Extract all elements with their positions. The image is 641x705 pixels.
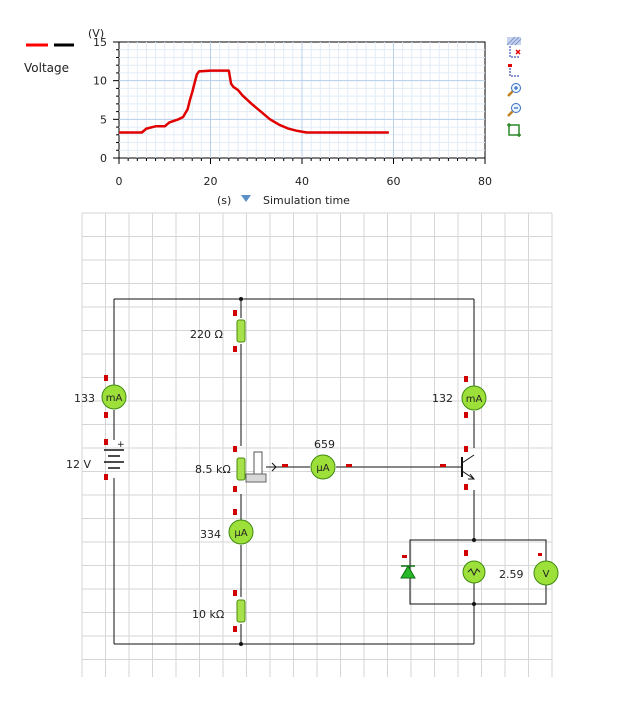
transistor[interactable]	[440, 446, 476, 490]
potentiometer-wiper[interactable]	[245, 451, 277, 483]
battery-label: 12 V	[66, 458, 91, 471]
y-axis-unit: (V)	[88, 27, 104, 40]
y-tick-label: 15	[93, 36, 107, 49]
voltage-chart: Voltage 0 5 10 15 0 20 40 60 80 (V) (s) Simulati…	[24, 27, 492, 207]
zoom-out-icon[interactable]	[506, 102, 522, 118]
resistor-8k5[interactable]	[233, 446, 246, 492]
legend-label: Voltage	[24, 61, 69, 75]
board-grid[interactable]	[81, 212, 553, 677]
ammeter-right[interactable]: mA	[461, 376, 487, 418]
ammeter-lower-reading: 334	[200, 528, 221, 541]
axis-reset-icon[interactable]	[506, 63, 522, 79]
x-tick-label: 20	[204, 175, 218, 188]
axes: 0 5 10 15 0 20 40 60 80	[93, 36, 492, 188]
y-tick-label: 5	[100, 113, 107, 126]
resistor-10k[interactable]	[233, 590, 246, 632]
ammeter-lower[interactable]: µA	[228, 509, 254, 545]
svg-text:mA: mA	[466, 394, 483, 405]
light-sensor[interactable]	[462, 550, 486, 584]
svg-text:V: V	[543, 569, 550, 580]
resistor-220[interactable]	[233, 310, 246, 352]
ammeter-center-reading: 659	[314, 438, 335, 451]
ammeter-right-reading: 132	[432, 392, 453, 405]
y-tick-label: 10	[93, 75, 107, 88]
wires	[113, 298, 547, 645]
junctions	[239, 297, 476, 646]
grid	[119, 42, 485, 158]
y-tick-label: 0	[100, 152, 107, 165]
x-axis-unit: (s)	[217, 194, 231, 207]
zoom-in-icon[interactable]	[506, 82, 522, 98]
voltage-series-line	[119, 69, 389, 134]
ammeter-center[interactable]: µA	[282, 454, 352, 480]
x-axis-quantity-selector[interactable]: Simulation time	[263, 194, 350, 207]
x-tick-label: 40	[295, 175, 309, 188]
fit-view-icon[interactable]	[506, 122, 522, 138]
axis-select-icon[interactable]	[506, 44, 522, 60]
x-axis-dropdown-arrow-icon[interactable]	[241, 195, 251, 202]
ammeter-left[interactable]: mA	[101, 375, 127, 418]
legend[interactable]: Voltage	[24, 43, 74, 75]
resistor-220-label: 220 Ω	[190, 328, 223, 341]
hatch-icon[interactable]	[506, 36, 522, 52]
ammeter-left-reading: 133	[74, 392, 95, 405]
resistor-10k-label: 10 kΩ	[192, 608, 224, 621]
x-tick-label: 0	[116, 175, 123, 188]
svg-text:mA: mA	[106, 393, 123, 404]
voltmeter-reading: 2.59	[499, 568, 524, 581]
led-diode[interactable]	[400, 555, 416, 579]
x-tick-label: 80	[478, 175, 492, 188]
svg-text:µA: µA	[234, 528, 247, 539]
svg-text:+: +	[117, 440, 125, 450]
x-tick-label: 60	[387, 175, 401, 188]
battery-12v[interactable]: +	[104, 439, 125, 480]
resistor-8k5-label: 8.5 kΩ	[195, 463, 231, 476]
svg-text:µA: µA	[316, 463, 329, 474]
voltmeter[interactable]: V	[533, 553, 559, 586]
